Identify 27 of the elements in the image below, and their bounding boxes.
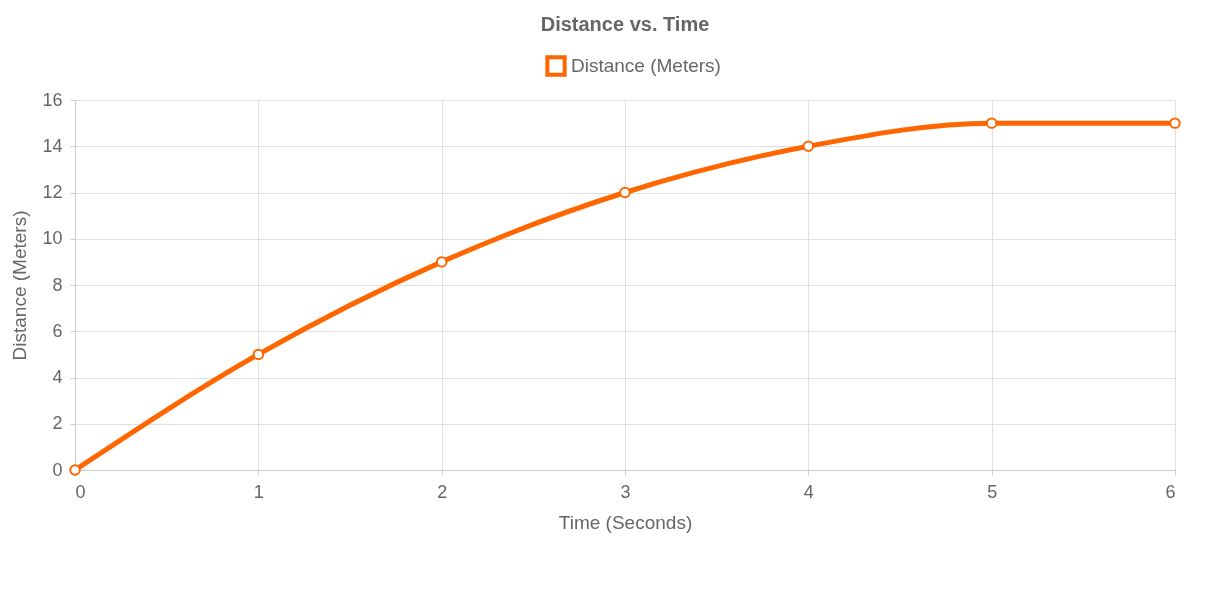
x-tick-label: 0 [75, 481, 86, 502]
y-tick-label: 0 [52, 459, 63, 480]
y-axis-title: Distance (Meters) [9, 210, 31, 361]
point [435, 256, 448, 268]
point [69, 464, 81, 476]
y-tick-label: 16 [42, 89, 63, 110]
y-tick-label: 6 [52, 320, 63, 341]
x-tick-label: 4 [803, 481, 814, 502]
y-tick-label: 4 [52, 367, 63, 387]
point [252, 348, 265, 361]
y-tick-label: 10 [42, 228, 63, 249]
x-tick-label: 1 [253, 481, 264, 502]
point [619, 186, 631, 199]
x-tick-label: 2 [437, 481, 448, 502]
y-tick-label: 2 [52, 413, 63, 434]
point [1169, 117, 1181, 129]
point [985, 117, 998, 129]
point [802, 140, 815, 152]
legend-label: Distance (Meters) [571, 55, 721, 76]
y-tick-label: 14 [42, 135, 63, 156]
chart-title: Distance vs. Time [540, 13, 710, 35]
x-tick-label: 3 [620, 481, 631, 502]
y-tick-label: 8 [52, 274, 63, 295]
y-tick-label: 12 [42, 182, 63, 202]
x-axis-title: Time (Seconds) [558, 511, 693, 533]
x-tick-label: 6 [1165, 481, 1176, 502]
x-tick-label: 5 [987, 481, 998, 502]
